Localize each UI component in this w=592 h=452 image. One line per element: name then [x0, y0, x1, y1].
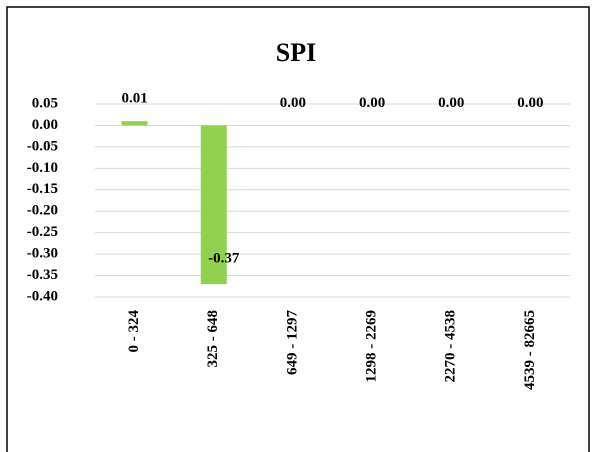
y-tick-label: -0.20 — [27, 203, 58, 219]
y-tick-label: -0.40 — [27, 288, 58, 304]
y-tick-label: 0.05 — [32, 95, 58, 111]
x-tick-label: 649 - 1297 — [284, 310, 300, 375]
y-tick-label: -0.10 — [27, 160, 58, 176]
y-tick-label: 0.00 — [32, 117, 58, 133]
data-label: 0.00 — [280, 95, 306, 111]
y-tick-label: -0.15 — [27, 181, 58, 197]
data-label: 0.00 — [438, 95, 464, 111]
data-label: 0.00 — [517, 95, 543, 111]
x-tick-label: 0 - 324 — [126, 310, 142, 353]
data-label: -0.37 — [208, 251, 240, 267]
data-label: 0.00 — [359, 95, 385, 111]
x-tick-label: 325 - 648 — [205, 310, 221, 368]
x-tick-label: 4539 - 82665 — [522, 310, 538, 390]
bar — [200, 125, 227, 285]
bar — [121, 121, 148, 126]
y-tick-label: -0.30 — [27, 246, 58, 262]
data-label: 0.01 — [121, 91, 147, 107]
chart-title: SPI — [276, 38, 316, 67]
y-tick-label: -0.35 — [27, 267, 58, 283]
x-tick-label: 1298 - 2269 — [364, 310, 380, 383]
y-tick-label: -0.05 — [27, 138, 58, 154]
chart-border — [6, 6, 590, 452]
y-tick-label: -0.25 — [27, 224, 58, 240]
x-tick-label: 2270 - 4538 — [443, 310, 459, 383]
